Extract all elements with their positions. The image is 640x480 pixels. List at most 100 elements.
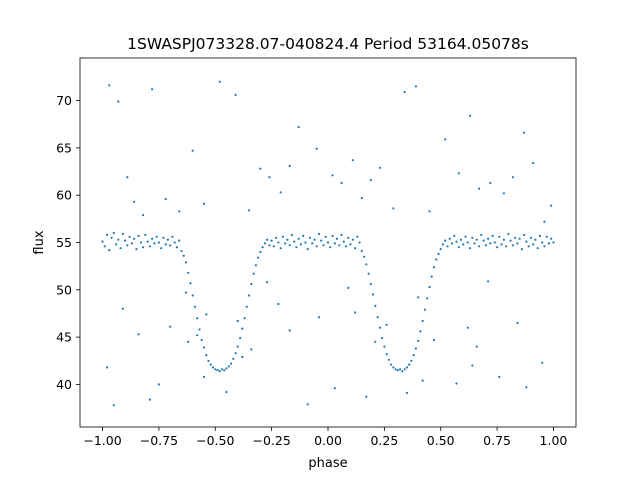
data-point xyxy=(536,247,539,250)
data-point xyxy=(133,200,136,203)
data-point xyxy=(207,359,210,362)
data-point xyxy=(450,242,454,245)
data-point xyxy=(385,353,388,356)
data-point xyxy=(430,275,433,278)
data-point xyxy=(342,240,345,243)
data-point xyxy=(349,243,352,246)
data-point xyxy=(374,340,377,343)
data-point xyxy=(369,283,372,286)
data-point xyxy=(405,391,408,394)
data-point xyxy=(306,403,309,406)
data-point xyxy=(157,383,160,386)
data-point xyxy=(365,263,368,266)
x-tick-label: 0.75 xyxy=(483,433,511,448)
data-point xyxy=(259,167,262,170)
data-point xyxy=(189,282,192,285)
data-point xyxy=(164,243,167,246)
data-point xyxy=(202,346,206,349)
data-point xyxy=(236,319,239,323)
data-point xyxy=(225,367,228,370)
data-point xyxy=(317,232,321,236)
data-point xyxy=(263,242,266,245)
data-point xyxy=(302,234,305,237)
y-tick-label: 70 xyxy=(56,93,72,108)
data-point xyxy=(340,233,343,236)
data-point xyxy=(423,308,426,311)
data-point xyxy=(545,235,548,238)
data-point xyxy=(421,319,424,323)
data-point xyxy=(356,235,359,238)
chart-title: 1SWASPJ073328.07-040824.4 Period 53164.0… xyxy=(127,35,529,53)
data-point xyxy=(403,368,406,371)
data-point xyxy=(523,233,526,236)
data-point xyxy=(320,239,323,242)
data-point xyxy=(121,232,124,236)
data-point xyxy=(148,398,151,401)
data-point xyxy=(108,249,111,252)
y-tick-label: 60 xyxy=(56,188,72,203)
data-point xyxy=(112,404,115,407)
data-point xyxy=(516,242,519,245)
data-point xyxy=(277,241,280,244)
data-point xyxy=(392,366,395,369)
y-tick-label: 50 xyxy=(56,282,72,297)
data-point xyxy=(525,386,528,389)
data-point xyxy=(115,243,118,246)
data-point xyxy=(351,159,354,162)
data-point xyxy=(245,305,248,308)
data-point xyxy=(374,304,377,307)
data-point xyxy=(459,238,463,241)
data-point xyxy=(401,370,404,373)
data-point xyxy=(288,329,291,332)
data-point xyxy=(106,233,109,236)
data-point xyxy=(331,174,334,177)
data-point xyxy=(315,147,318,150)
data-point xyxy=(288,164,291,167)
data-point xyxy=(478,245,481,248)
data-point xyxy=(453,234,456,237)
data-point xyxy=(284,242,287,245)
data-point xyxy=(162,236,165,239)
data-point xyxy=(187,340,190,343)
data-point xyxy=(498,375,501,378)
data-point xyxy=(493,241,496,244)
data-point xyxy=(444,239,447,242)
data-point xyxy=(297,126,300,129)
data-point xyxy=(110,236,113,239)
data-point xyxy=(290,233,293,236)
data-point xyxy=(139,241,142,244)
data-point xyxy=(160,247,163,250)
data-point xyxy=(218,370,221,373)
data-point xyxy=(142,246,145,249)
data-point xyxy=(331,234,334,237)
data-point xyxy=(354,247,357,250)
data-point xyxy=(376,316,379,319)
data-point xyxy=(410,359,413,362)
data-point xyxy=(220,368,224,371)
data-point xyxy=(214,368,217,371)
data-point xyxy=(500,243,503,246)
data-point xyxy=(347,286,350,289)
data-point xyxy=(333,242,336,245)
data-point xyxy=(360,249,363,253)
data-point xyxy=(399,368,402,371)
data-point xyxy=(196,317,199,320)
data-point xyxy=(155,235,158,238)
data-point xyxy=(103,245,106,248)
y-tick-label: 65 xyxy=(56,140,72,155)
data-point xyxy=(257,256,260,259)
data-point xyxy=(414,85,417,88)
data-point xyxy=(288,244,291,247)
data-point xyxy=(252,272,255,275)
data-point xyxy=(297,237,300,240)
data-point xyxy=(178,239,181,242)
data-point xyxy=(166,238,169,241)
data-point xyxy=(446,245,449,248)
data-point xyxy=(408,363,411,366)
data-point xyxy=(241,355,244,359)
data-point xyxy=(473,242,476,245)
data-point xyxy=(532,243,535,246)
data-point xyxy=(351,238,354,241)
data-point xyxy=(511,244,514,247)
